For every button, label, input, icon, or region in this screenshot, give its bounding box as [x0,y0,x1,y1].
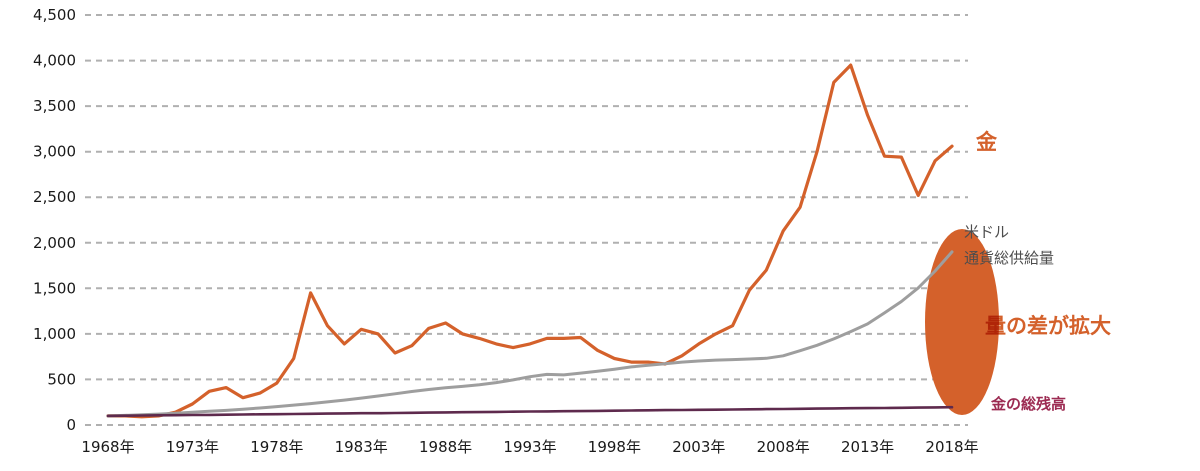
x-tick-label-1978: 1978年 [250,438,303,456]
x-tick-label-1968: 1968年 [81,438,134,456]
gap-expanding-label: 量の差が拡大 [985,314,1111,338]
y-tick-label-1000: 1,000 [33,325,76,343]
x-tick-label-2003: 2003年 [672,438,725,456]
x-tick-label-2008: 2008年 [757,438,810,456]
y-tick-label-3500: 3,500 [33,97,76,115]
y-tick-label-4500: 4,500 [33,6,76,24]
y-tick-label-3000: 3,000 [33,143,76,161]
y-tick-label-500: 500 [47,370,76,388]
y-tick-label-0: 0 [66,416,76,434]
gap-highlight-ellipse [925,229,999,415]
x-tick-label-2018: 2018年 [925,438,978,456]
x-tick-label-1973: 1973年 [166,438,219,456]
y-tick-label-1500: 1,500 [33,279,76,297]
gold-balance-label: 金の総残高 [991,395,1067,413]
usd-money-supply-label: 米ドル 通貨総供給量 [964,219,1054,272]
gold-balance-line [106,405,954,418]
gold-series-label: 金 [976,130,997,154]
x-tick-label-1993: 1993年 [503,438,556,456]
y-tick-label-2000: 2,000 [33,234,76,252]
usd-label-line1: 米ドル [964,223,1010,241]
gold-line [106,63,954,419]
usd-money-supply-line [106,250,954,418]
x-tick-label-1983: 1983年 [335,438,388,456]
y-tick-label-2500: 2,500 [33,188,76,206]
usd-label-line2: 通貨総供給量 [964,249,1055,268]
x-tick-label-1998: 1998年 [588,438,641,456]
x-tick-label-1988: 1988年 [419,438,472,456]
y-tick-label-4000: 4,000 [33,52,76,70]
x-tick-label-2013: 2013年 [841,438,894,456]
